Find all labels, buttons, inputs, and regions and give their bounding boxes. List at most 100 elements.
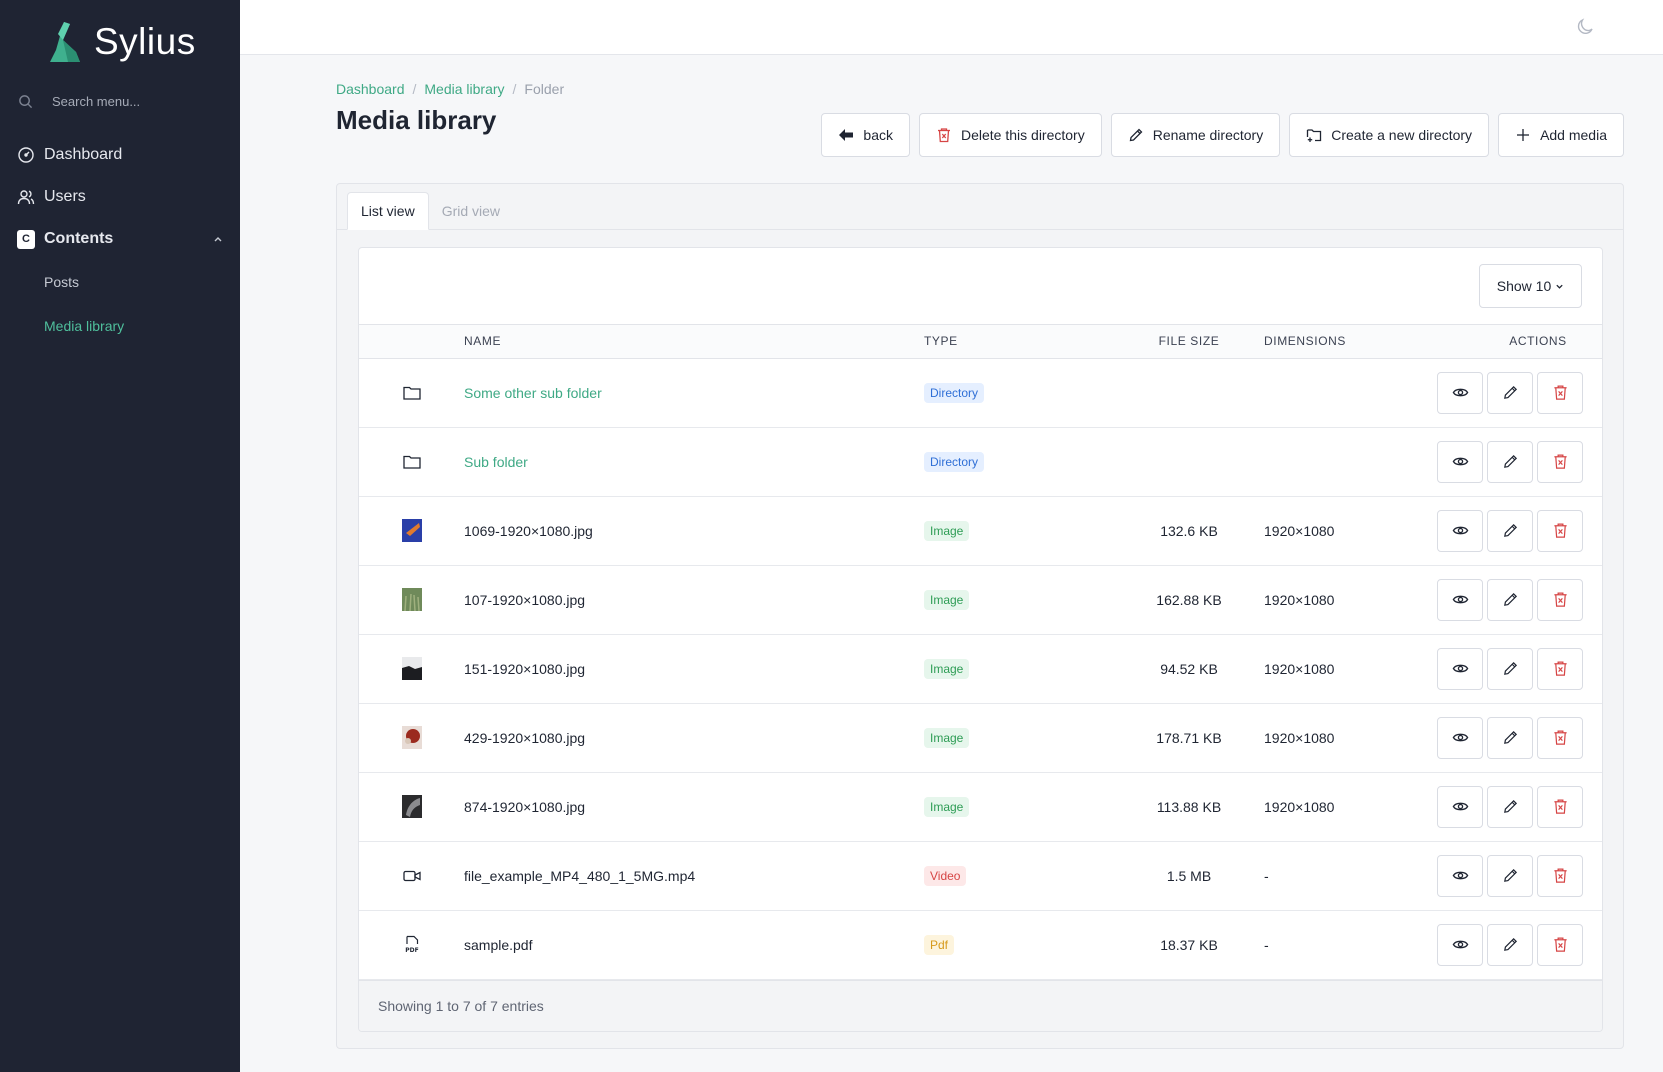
add-media-button[interactable]: Add media	[1498, 113, 1624, 157]
delete-button[interactable]	[1537, 716, 1583, 759]
sidebar-subitem-posts[interactable]: Posts	[44, 274, 80, 290]
rename-directory-button[interactable]: Rename directory	[1110, 113, 1281, 157]
edit-button[interactable]	[1487, 854, 1533, 897]
delete-button[interactable]	[1537, 371, 1583, 414]
trash-icon	[1553, 868, 1567, 883]
delete-button[interactable]	[1537, 509, 1583, 552]
type-badge: Pdf	[924, 934, 955, 955]
table-row: Sub folder Directory	[359, 427, 1602, 496]
sidebar-item-dashboard[interactable]: Dashboard	[0, 134, 240, 176]
page-size-select[interactable]: Show 10	[1479, 264, 1582, 308]
table-row: 1069-1920×1080.jpg Image 132.6 KB 1920×1080	[359, 496, 1602, 565]
column-header-type[interactable]: Type	[924, 325, 1124, 359]
view-button[interactable]	[1437, 578, 1483, 621]
file-name: 429-1920×1080.jpg	[464, 729, 586, 746]
sylius-logo-icon	[50, 22, 80, 62]
view-button[interactable]	[1437, 785, 1483, 828]
trash-icon	[1553, 385, 1567, 400]
edit-button[interactable]	[1487, 578, 1533, 621]
trash-icon	[1553, 661, 1567, 676]
edit-button[interactable]	[1487, 785, 1533, 828]
sidebar-item-contents[interactable]: C Contents	[0, 218, 240, 260]
rename-directory-label: Rename directory	[1152, 127, 1264, 143]
row-icon-cell	[359, 772, 464, 841]
file-name: 107-1920×1080.jpg	[464, 591, 586, 608]
eye-icon	[1452, 388, 1468, 397]
logo[interactable]: Sylius	[0, 0, 240, 72]
media-table: Name Type File size Dimensions Actions S…	[359, 325, 1602, 980]
trash-icon	[1553, 592, 1567, 607]
view-button[interactable]	[1437, 854, 1483, 897]
pencil-icon	[1503, 592, 1517, 606]
toolbar: back Delete this directory Rename direct…	[821, 113, 1624, 157]
users-icon	[17, 188, 35, 206]
main-content: Dashboard / Media library / Folder Media…	[336, 55, 1624, 1049]
dimensions: 1920×1080	[1264, 729, 1335, 746]
dimensions: -	[1264, 867, 1269, 884]
delete-button[interactable]	[1537, 785, 1583, 828]
image-thumbnail	[401, 795, 422, 818]
moon-icon[interactable]	[1575, 17, 1595, 37]
page-size-label: Show 10	[1496, 278, 1552, 294]
sidebar-item-users[interactable]: Users	[0, 176, 240, 218]
image-thumbnail	[401, 588, 422, 611]
arrow-left-icon	[839, 129, 854, 141]
video-icon	[402, 870, 421, 881]
breadcrumb-media-library[interactable]: Media library	[424, 81, 505, 97]
media-card: List view Grid view Show 10 Name Type Fi…	[336, 183, 1624, 1049]
table-row: file_example_MP4_480_1_5MG.mp4 Video 1.5 M…	[359, 841, 1602, 910]
trash-icon	[1553, 799, 1567, 814]
edit-button[interactable]	[1487, 440, 1533, 483]
table-controls: Show 10	[359, 248, 1602, 325]
view-button[interactable]	[1437, 647, 1483, 690]
view-button[interactable]	[1437, 509, 1483, 552]
delete-button[interactable]	[1537, 440, 1583, 483]
trash-icon	[1553, 523, 1567, 538]
column-header-file-size[interactable]: File size	[1124, 325, 1254, 359]
back-button[interactable]: back	[821, 113, 910, 157]
breadcrumb-dashboard[interactable]: Dashboard	[336, 81, 405, 97]
tab-list-view[interactable]: List view	[347, 192, 429, 230]
row-actions	[1435, 854, 1583, 897]
create-directory-button[interactable]: Create a new directory	[1289, 113, 1490, 157]
view-button[interactable]	[1437, 371, 1483, 414]
row-actions	[1435, 923, 1583, 966]
type-badge: Image	[924, 589, 970, 610]
view-button[interactable]	[1437, 923, 1483, 966]
file-name[interactable]: Some other sub folder	[464, 384, 602, 401]
delete-button[interactable]	[1537, 923, 1583, 966]
edit-button[interactable]	[1487, 923, 1533, 966]
view-button[interactable]	[1437, 716, 1483, 759]
edit-button[interactable]	[1487, 371, 1533, 414]
edit-button[interactable]	[1487, 716, 1533, 759]
tab-grid-view[interactable]: Grid view	[441, 203, 501, 219]
column-header-actions: Actions	[1404, 325, 1602, 359]
file-name[interactable]: Sub folder	[464, 453, 528, 470]
column-header-name[interactable]: Name	[464, 325, 924, 359]
sidebar-subitem-media-library[interactable]: Media library	[44, 318, 125, 334]
delete-button[interactable]	[1537, 647, 1583, 690]
row-icon-cell: PDF	[359, 910, 464, 979]
trash-icon	[938, 128, 950, 143]
table-row: 151-1920×1080.jpg Image 94.52 KB 1920×1080	[359, 634, 1602, 703]
file-size: 1.5 MB	[1166, 867, 1212, 884]
sidebar-search-input[interactable]	[52, 93, 222, 109]
eye-icon	[1452, 457, 1468, 466]
entries-info: Showing 1 to 7 of 7 entries	[378, 998, 544, 1014]
image-thumbnail	[401, 657, 422, 680]
pencil-icon	[1503, 454, 1517, 468]
column-header-dimensions[interactable]: Dimensions	[1254, 325, 1404, 359]
edit-button[interactable]	[1487, 509, 1533, 552]
type-badge: Directory	[924, 382, 985, 403]
dimensions	[1254, 358, 1404, 427]
file-name: 1069-1920×1080.jpg	[464, 522, 593, 539]
delete-directory-button[interactable]: Delete this directory	[919, 113, 1102, 157]
file-name: 874-1920×1080.jpg	[464, 798, 586, 815]
edit-button[interactable]	[1487, 647, 1533, 690]
file-size: 18.37 KB	[1160, 936, 1218, 953]
eye-icon	[1452, 871, 1468, 880]
delete-button[interactable]	[1537, 854, 1583, 897]
view-button[interactable]	[1437, 440, 1483, 483]
svg-text:PDF: PDF	[405, 947, 418, 954]
delete-button[interactable]	[1537, 578, 1583, 621]
